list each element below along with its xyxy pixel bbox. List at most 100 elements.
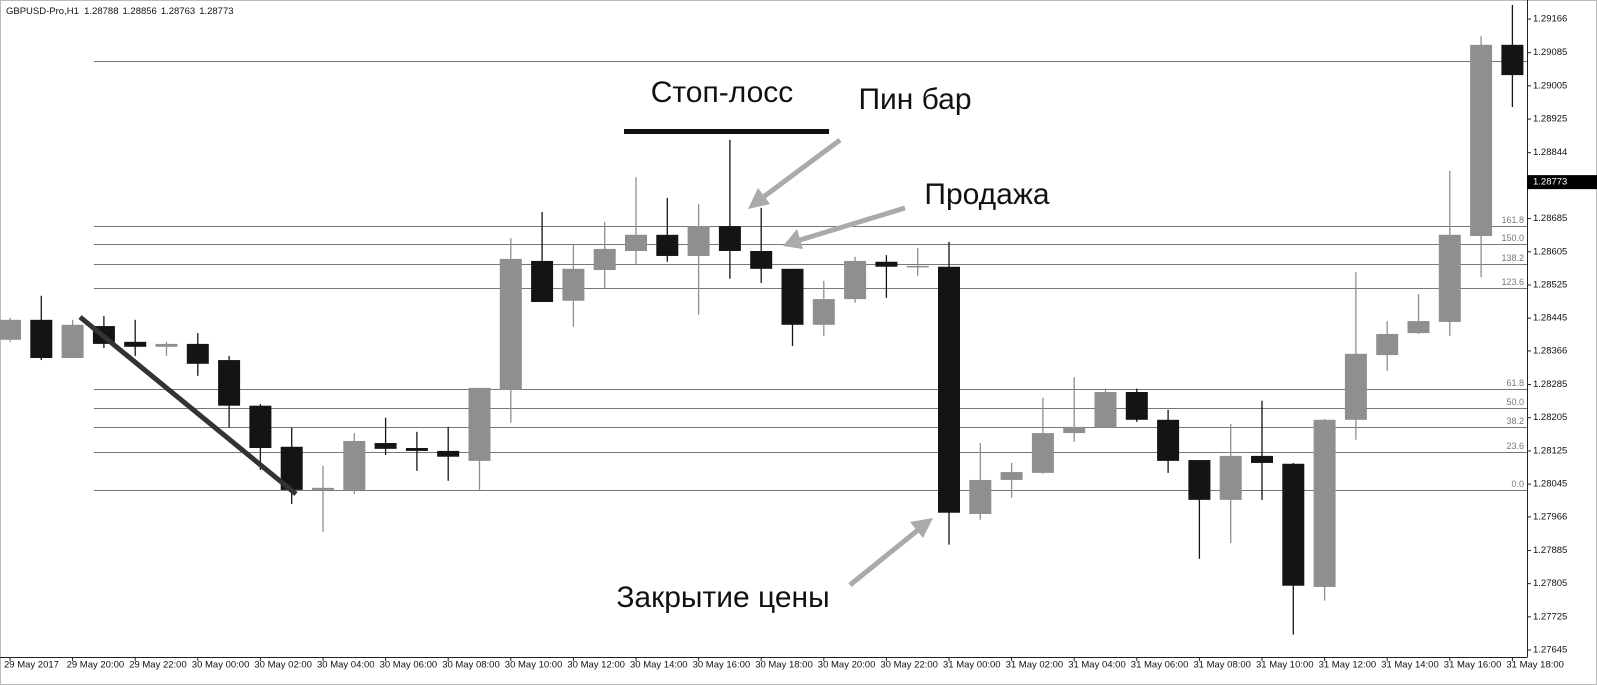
y-tick-label: 1.28285 bbox=[1533, 379, 1567, 390]
current-price-label: 1.28773 bbox=[1533, 177, 1567, 188]
candle-body bbox=[249, 405, 272, 449]
fib-label: 138.2 bbox=[1501, 253, 1524, 263]
x-tick-label: 30 May 02:00 bbox=[254, 660, 312, 671]
candle-body bbox=[155, 343, 178, 347]
candle-body bbox=[938, 266, 960, 513]
y-tick-label: 1.27966 bbox=[1533, 511, 1567, 522]
x-tick-label: 31 May 02:00 bbox=[1006, 660, 1064, 671]
annotation: Стоп-лосс bbox=[651, 76, 794, 109]
candle-body bbox=[405, 448, 428, 451]
x-tick-label: 30 May 10:00 bbox=[505, 660, 563, 671]
candle-body bbox=[1063, 426, 1086, 434]
chart-header: GBPUSD-Pro,H1 1.28788 1.28856 1.28763 1.2877… bbox=[6, 6, 234, 17]
x-tick-label: 31 May 16:00 bbox=[1444, 660, 1502, 671]
candle-body bbox=[186, 343, 209, 364]
x-tick-label: 30 May 08:00 bbox=[442, 660, 500, 671]
header-value: 1.28763 bbox=[161, 6, 195, 17]
candle-body bbox=[343, 440, 366, 490]
candle-body bbox=[625, 234, 647, 251]
candle-body bbox=[1219, 455, 1242, 500]
x-tick-label: 30 May 18:00 bbox=[755, 660, 813, 671]
y-tick-label: 1.28844 bbox=[1533, 147, 1567, 158]
candle-body bbox=[437, 450, 460, 457]
arrow-head bbox=[748, 188, 770, 209]
y-tick-label: 1.28605 bbox=[1533, 246, 1567, 257]
fib-label: 161.8 bbox=[1501, 215, 1524, 225]
candle-body bbox=[0, 319, 21, 340]
y-tick-label: 1.27645 bbox=[1533, 645, 1567, 656]
y-tick-label: 1.28925 bbox=[1533, 114, 1567, 125]
candle-body bbox=[844, 260, 867, 300]
arrow bbox=[799, 205, 906, 243]
x-tick-label: 29 May 20:00 bbox=[67, 660, 125, 671]
x-tick-label: 29 May 22:00 bbox=[129, 660, 187, 671]
annotation: Закрытие цены bbox=[616, 581, 829, 614]
x-tick-label: 30 May 14:00 bbox=[630, 660, 688, 671]
candle-body bbox=[1376, 333, 1399, 356]
header-value: 1.28856 bbox=[123, 6, 157, 17]
x-tick-label: 30 May 00:00 bbox=[192, 660, 250, 671]
candle-body bbox=[781, 268, 804, 325]
arrow-head bbox=[783, 229, 803, 249]
x-tick-label: 31 May 04:00 bbox=[1068, 660, 1126, 671]
candle-body bbox=[1501, 44, 1524, 76]
plot: 1.29166 1.29085 1.29005 1.28925 1.28844 1.286… bbox=[0, 5, 1597, 671]
candle-body bbox=[1251, 455, 1273, 463]
x-tick-label: 31 May 12:00 bbox=[1319, 660, 1377, 671]
candle-body bbox=[1438, 234, 1461, 322]
y-tick-label: 1.28205 bbox=[1533, 412, 1567, 423]
candle-body bbox=[280, 446, 303, 490]
arrow bbox=[848, 528, 920, 587]
header-value: 1.28773 bbox=[199, 6, 233, 17]
arrow bbox=[760, 137, 842, 201]
fib-label: 123.6 bbox=[1501, 277, 1524, 287]
candle-body bbox=[312, 487, 334, 490]
candle-body bbox=[1188, 460, 1211, 500]
y-tick-label: 1.28125 bbox=[1533, 445, 1567, 456]
x-tick-label: 31 May 10:00 bbox=[1256, 660, 1314, 671]
y-tick-label: 1.29005 bbox=[1533, 80, 1567, 91]
x-tick-label: 30 May 20:00 bbox=[818, 660, 876, 671]
fib-label: 0.0 bbox=[1511, 479, 1524, 489]
x-tick-label: 30 May 22:00 bbox=[880, 660, 938, 671]
current-price-box bbox=[1527, 175, 1597, 190]
candle-body bbox=[562, 268, 585, 301]
x-tick-label: 30 May 06:00 bbox=[380, 660, 438, 671]
fib-label: 23.6 bbox=[1506, 441, 1524, 451]
fib-label: 61.8 bbox=[1506, 378, 1524, 388]
candle-body bbox=[969, 479, 992, 514]
candle-body bbox=[1157, 419, 1180, 461]
candle-body bbox=[468, 387, 491, 461]
arrow-head bbox=[910, 518, 933, 538]
fib-label: 38.2 bbox=[1506, 416, 1524, 426]
candle-body bbox=[687, 226, 710, 256]
annotation: Продажа bbox=[924, 178, 1050, 211]
candle-body bbox=[593, 248, 616, 271]
candle-body bbox=[875, 261, 898, 267]
y-tick-label: 1.29166 bbox=[1533, 14, 1567, 25]
candle-body bbox=[750, 250, 773, 269]
x-tick-label: 31 May 06:00 bbox=[1131, 660, 1189, 671]
annotation: Пин бар bbox=[858, 83, 971, 116]
y-tick-label: 1.28445 bbox=[1533, 313, 1567, 324]
y-tick-label: 1.27805 bbox=[1533, 578, 1567, 589]
candle-body bbox=[1344, 353, 1367, 420]
candle-body bbox=[656, 234, 679, 256]
x-tick-label: 31 May 00:00 bbox=[943, 660, 1001, 671]
y-tick-label: 1.28525 bbox=[1533, 280, 1567, 291]
candle-body bbox=[531, 260, 554, 303]
candle-body bbox=[1000, 472, 1023, 480]
candle-body bbox=[499, 258, 522, 390]
x-tick-label: 30 May 04:00 bbox=[317, 660, 375, 671]
candle-body bbox=[61, 324, 84, 358]
candle-body bbox=[1313, 419, 1336, 587]
y-tick-label: 1.27885 bbox=[1533, 545, 1567, 556]
candle-body bbox=[1125, 392, 1148, 420]
y-tick-label: 1.28366 bbox=[1533, 345, 1567, 356]
y-tick-label: 1.29085 bbox=[1533, 47, 1567, 58]
candle-body bbox=[1282, 463, 1305, 586]
candle-body bbox=[1407, 321, 1430, 334]
arrows bbox=[748, 137, 933, 587]
y-tick-label: 1.28685 bbox=[1533, 213, 1567, 224]
